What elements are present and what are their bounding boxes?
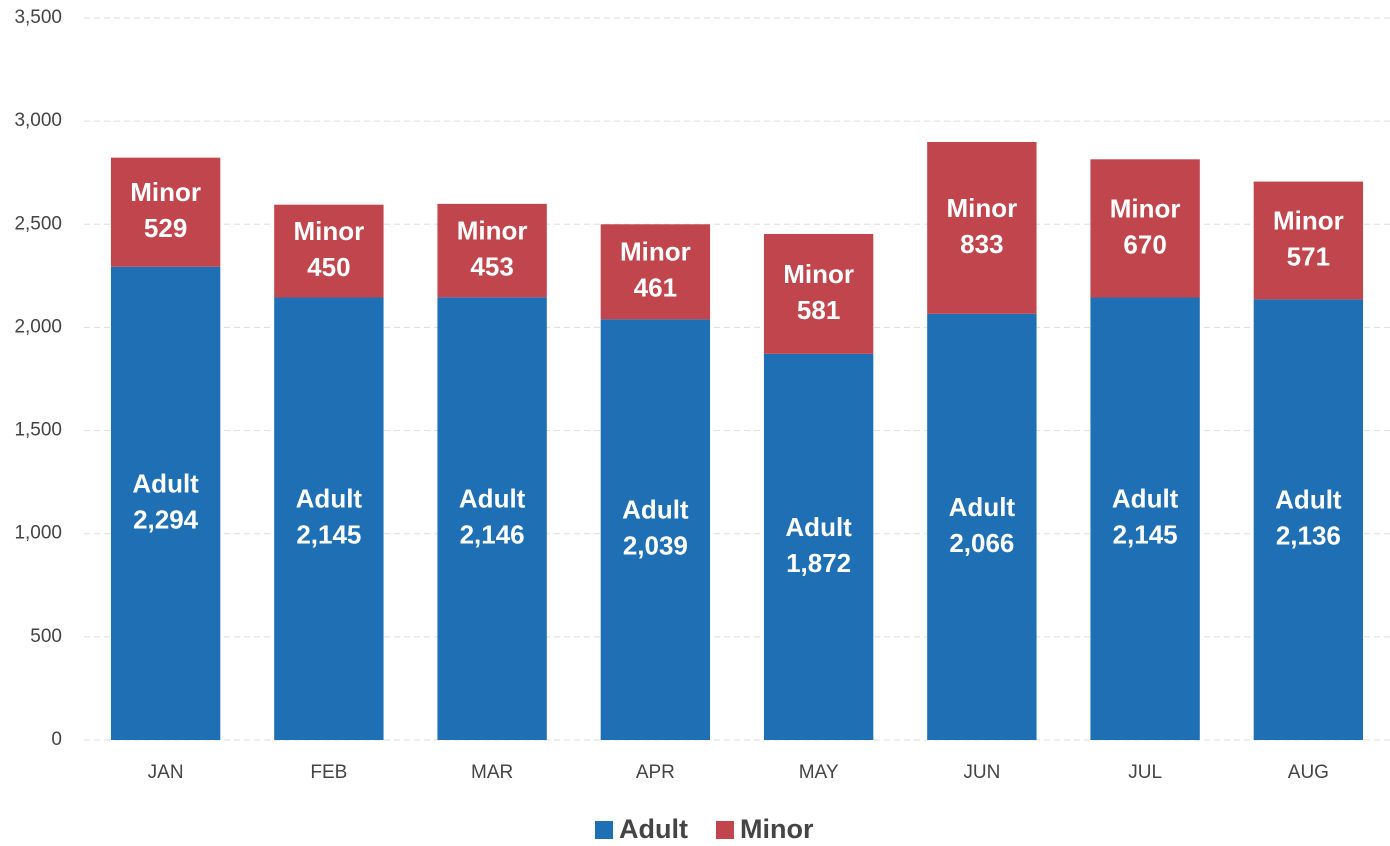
data-label: 453 bbox=[470, 251, 513, 281]
bar-segment bbox=[927, 313, 1037, 740]
y-tick-label: 2,500 bbox=[14, 213, 62, 234]
data-label-name: Minor bbox=[457, 215, 528, 245]
legend-label: Minor bbox=[740, 814, 814, 844]
data-label: 2,294 bbox=[133, 504, 199, 534]
bar-segment bbox=[600, 224, 711, 320]
data-label-name: Minor bbox=[620, 237, 691, 267]
bar-segment bbox=[763, 233, 874, 354]
data-label: 2,066 bbox=[949, 528, 1014, 558]
data-label-name: Minor bbox=[1273, 205, 1344, 235]
x-tick-label: MAY bbox=[799, 762, 839, 783]
y-tick-label: 500 bbox=[30, 626, 62, 647]
legend-swatch bbox=[715, 821, 734, 839]
data-label: 2,145 bbox=[1113, 520, 1178, 550]
bar-segment bbox=[1090, 159, 1200, 298]
data-label-name: Minor bbox=[783, 259, 854, 289]
data-label-name: Minor bbox=[1110, 193, 1181, 223]
bar-segment bbox=[437, 297, 547, 740]
bar-segment bbox=[927, 141, 1037, 314]
data-label-name: Adult bbox=[785, 512, 852, 542]
bar-segment bbox=[763, 353, 874, 740]
data-label: 581 bbox=[797, 295, 840, 325]
data-label: 2,136 bbox=[1276, 521, 1341, 551]
bar-segment bbox=[600, 319, 711, 740]
data-label-name: Adult bbox=[296, 484, 363, 514]
y-tick-label: 2,000 bbox=[14, 316, 62, 337]
data-label-name: Adult bbox=[459, 484, 526, 514]
data-label: 1,872 bbox=[786, 548, 851, 578]
x-tick-label: APR bbox=[636, 762, 675, 783]
data-label-name: Adult bbox=[1112, 484, 1179, 514]
x-tick-label: JUL bbox=[1128, 762, 1162, 783]
data-label: 571 bbox=[1287, 241, 1330, 271]
data-label-name: Adult bbox=[622, 495, 689, 525]
x-tick-label: MAR bbox=[471, 762, 513, 783]
bar-segment bbox=[110, 266, 221, 740]
y-tick-label: 3,000 bbox=[14, 110, 62, 131]
x-tick-label: JAN bbox=[148, 762, 184, 783]
y-tick-label: 0 bbox=[51, 729, 62, 750]
data-label-name: Adult bbox=[132, 468, 199, 498]
bar-segment bbox=[274, 204, 384, 298]
y-tick-label: 1,000 bbox=[14, 523, 62, 544]
y-tick-label: 3,500 bbox=[14, 7, 62, 28]
bar-segment bbox=[1253, 299, 1364, 740]
x-tick-label: FEB bbox=[310, 762, 347, 783]
data-label: 529 bbox=[144, 213, 187, 243]
legend-swatch bbox=[595, 821, 613, 839]
data-label-name: Adult bbox=[1275, 485, 1342, 515]
data-label: 2,146 bbox=[460, 520, 525, 550]
bar-segment bbox=[1253, 181, 1364, 300]
data-label: 450 bbox=[307, 252, 350, 282]
bar-segment bbox=[274, 297, 384, 740]
legend-label: Adult bbox=[619, 814, 688, 844]
data-label-name: Minor bbox=[946, 193, 1017, 223]
data-label-name: Adult bbox=[949, 492, 1016, 522]
data-label: 461 bbox=[634, 273, 677, 303]
x-tick-label: JUN bbox=[963, 762, 1000, 783]
x-tick-label: AUG bbox=[1288, 762, 1329, 783]
data-label: 670 bbox=[1123, 229, 1166, 259]
bar-segment bbox=[110, 157, 221, 267]
data-label: 833 bbox=[960, 229, 1003, 259]
bar-segment bbox=[1090, 297, 1200, 740]
data-label: 2,145 bbox=[296, 520, 361, 550]
data-label-name: Minor bbox=[293, 216, 364, 246]
y-tick-label: 1,500 bbox=[14, 420, 62, 441]
data-label: 2,039 bbox=[623, 531, 688, 561]
bar-segment bbox=[437, 203, 547, 298]
data-label-name: Minor bbox=[130, 177, 201, 207]
